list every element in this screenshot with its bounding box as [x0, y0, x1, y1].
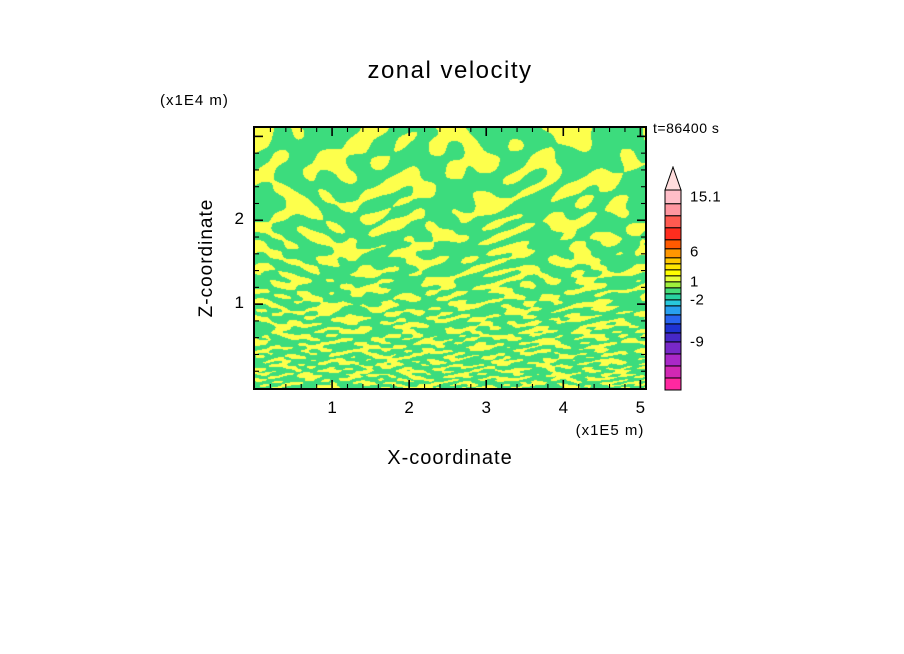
- y-tick-label: 2: [234, 209, 244, 229]
- plot-area: [253, 126, 647, 390]
- chart-title: zonal velocity: [367, 57, 533, 84]
- colorbar-label: 15.1: [690, 188, 722, 206]
- axis-ticks-icon: [255, 128, 645, 388]
- colorbar-label: -9: [690, 333, 705, 351]
- x-axis-label: X-coordinate: [387, 447, 513, 469]
- x-axis-unit: (x1E5 m): [575, 422, 645, 439]
- x-tick-label: 3: [481, 398, 491, 417]
- velocity-field-canvas: [255, 128, 645, 388]
- time-annotation: t=86400 s: [653, 120, 720, 136]
- colorbar-label: 1: [690, 273, 699, 291]
- x-tick-label: 1: [327, 398, 337, 417]
- y-axis-label: Z-coordinate: [196, 198, 217, 318]
- colorbar: [662, 165, 684, 394]
- colorbar-label: -2: [690, 291, 705, 309]
- colorbar-swatches-icon: [664, 165, 682, 391]
- y-axis-unit: (x1E4 m): [160, 92, 229, 109]
- y-tick-label: 1: [234, 293, 244, 313]
- x-tick-label: 4: [558, 398, 569, 417]
- colorbar-label: 6: [690, 243, 699, 261]
- x-tick-label: 5: [635, 398, 646, 417]
- x-tick-label: 2: [404, 398, 414, 417]
